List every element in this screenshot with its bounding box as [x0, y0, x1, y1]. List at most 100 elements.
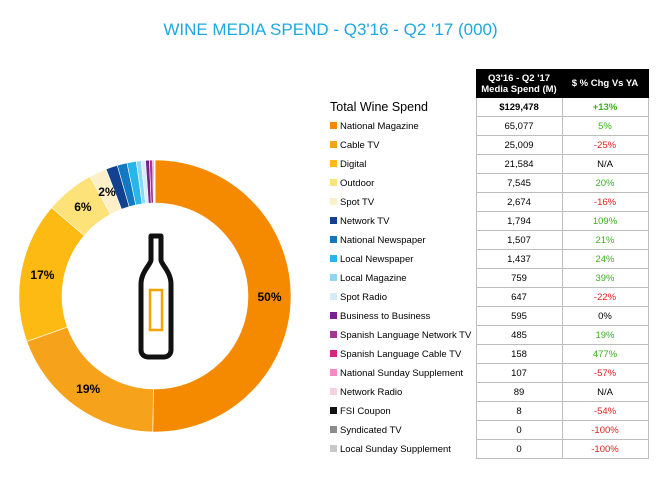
row-name: Local Magazine: [340, 272, 407, 284]
row-spend: 2,674: [475, 192, 563, 212]
donut-slice: [152, 159, 292, 433]
table-row: Syndicated TV 0 -100%: [330, 420, 649, 440]
row-label: National Newspaper: [330, 231, 476, 250]
row-label: Digital: [330, 155, 476, 174]
table-row: Spot Radio 647 -22%: [330, 287, 649, 307]
row-label: Local Magazine: [330, 269, 476, 288]
row-change: -25%: [561, 135, 649, 155]
table-row: Network TV 1,794 109%: [330, 211, 649, 231]
row-label: National Magazine: [330, 117, 476, 136]
row-change: -57%: [561, 363, 649, 383]
slice-label: 17%: [30, 268, 54, 282]
table-row: Network Radio 89 N/A: [330, 382, 649, 402]
row-change: -54%: [561, 401, 649, 421]
row-spend: 647: [475, 287, 563, 307]
legend-swatch: [330, 216, 337, 224]
row-label: National Sunday Supplement: [330, 364, 476, 383]
row-change: 20%: [561, 173, 649, 193]
table-row: Outdoor 7,545 20%: [330, 173, 649, 193]
table-row: Digital 21,584 N/A: [330, 154, 649, 174]
table-row: Local Newspaper 1,437 24%: [330, 249, 649, 269]
row-spend: 1,437: [475, 249, 563, 269]
table-row: Local Sunday Supplement 0 -100%: [330, 439, 649, 459]
table-header-row: Q3'16 - Q2 '17 Media Spend (M) $ % Chg V…: [330, 69, 649, 98]
table-row: Business to Business 595 0%: [330, 306, 649, 326]
table-row: Spanish Language Cable TV 158 477%: [330, 344, 649, 364]
row-label: Local Sunday Supplement: [330, 440, 476, 459]
legend-swatch: [330, 178, 337, 186]
row-name: Syndicated TV: [340, 424, 402, 436]
row-change: 21%: [561, 230, 649, 250]
legend-swatch: [330, 197, 337, 205]
row-change: -100%: [561, 439, 649, 459]
row-spend: 8: [475, 401, 563, 421]
row-spend: 158: [475, 344, 563, 364]
row-spend: 0: [475, 439, 563, 459]
legend-swatch: [330, 121, 337, 129]
row-spend: 65,077: [475, 116, 563, 136]
legend-swatch: [330, 368, 337, 376]
row-label: Network Radio: [330, 383, 476, 402]
wine-bottle-icon: [138, 233, 174, 360]
legend-swatch: [330, 254, 337, 262]
row-spend: 7,545: [475, 173, 563, 193]
row-label: Network TV: [330, 212, 476, 231]
slice-label: 2%: [98, 185, 116, 199]
row-change: 19%: [561, 325, 649, 345]
row-change: 39%: [561, 268, 649, 288]
row-change: 109%: [561, 211, 649, 231]
row-label: Spot Radio: [330, 288, 476, 307]
table-row: Local Magazine 759 39%: [330, 268, 649, 288]
table-row: National Magazine 65,077 5%: [330, 116, 649, 136]
total-change: +13%: [561, 97, 649, 117]
row-spend: 25,009: [475, 135, 563, 155]
row-name: FSI Coupon: [340, 405, 391, 417]
header-spend: Q3'16 - Q2 '17 Media Spend (M): [475, 69, 563, 98]
row-spend: 759: [475, 268, 563, 288]
row-name: Spanish Language Cable TV: [340, 348, 462, 360]
row-name: Spot Radio: [340, 291, 388, 303]
legend-swatch: [330, 387, 337, 395]
header-change: $ % Chg Vs YA: [561, 69, 649, 98]
donut-slices: [18, 159, 292, 433]
row-spend: 485: [475, 325, 563, 345]
row-change: 24%: [561, 249, 649, 269]
row-name: Business to Business: [340, 310, 431, 322]
row-spend: 0: [475, 420, 563, 440]
row-spend: 89: [475, 382, 563, 402]
row-label: Syndicated TV: [330, 421, 476, 440]
row-label: Spot TV: [330, 193, 476, 212]
row-name: Outdoor: [340, 177, 375, 189]
table-row: Spanish Language Network TV 485 19%: [330, 325, 649, 345]
slice-label: 50%: [257, 290, 281, 304]
row-name: Cable TV: [340, 139, 380, 151]
row-name: Network Radio: [340, 386, 403, 398]
legend-swatch: [330, 425, 337, 433]
legend-swatch: [330, 273, 337, 281]
row-name: National Sunday Supplement: [340, 367, 464, 379]
row-label: Spanish Language Cable TV: [330, 345, 476, 364]
row-name: Spot TV: [340, 196, 375, 208]
slice-label: 19%: [76, 382, 100, 396]
row-spend: 595: [475, 306, 563, 326]
legend-swatch: [330, 140, 337, 148]
table-row: FSI Coupon 8 -54%: [330, 401, 649, 421]
legend-swatch: [330, 292, 337, 300]
row-change: -22%: [561, 287, 649, 307]
row-name: National Newspaper: [340, 234, 426, 246]
table-row: National Newspaper 1,507 21%: [330, 230, 649, 250]
row-spend: 1,794: [475, 211, 563, 231]
row-change: 0%: [561, 306, 649, 326]
row-spend: 21,584: [475, 154, 563, 174]
slice-label: 6%: [74, 200, 92, 214]
row-change: N/A: [561, 154, 649, 174]
chart-title: WINE MEDIA SPEND - Q3'16 - Q2 '17 (000): [163, 20, 498, 39]
donut-chart: 50% 19% 17% 6% 2%: [18, 159, 292, 433]
donut-labels: 50% 19% 17% 6% 2%: [30, 185, 281, 396]
table-row: Spot TV 2,674 -16%: [330, 192, 649, 212]
legend-swatch: [330, 330, 337, 338]
total-spend: $129,478: [475, 97, 563, 117]
row-spend: 107: [475, 363, 563, 383]
table-row: National Sunday Supplement 107 -57%: [330, 363, 649, 383]
row-name: Local Newspaper: [340, 253, 414, 265]
